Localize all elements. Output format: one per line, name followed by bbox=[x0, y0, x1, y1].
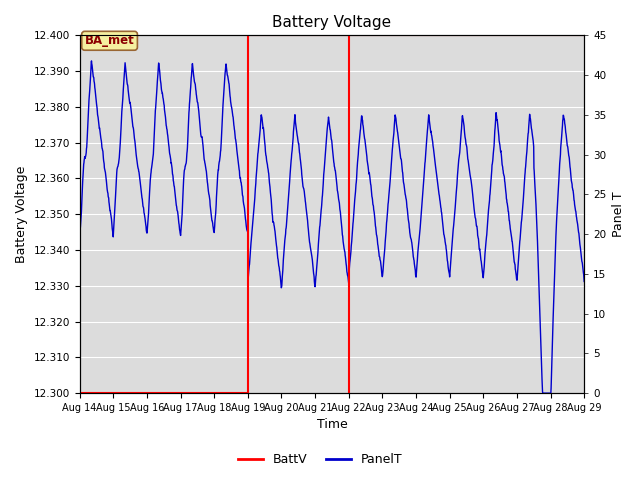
Text: BA_met: BA_met bbox=[84, 34, 134, 47]
X-axis label: Time: Time bbox=[317, 419, 348, 432]
Legend: BattV, PanelT: BattV, PanelT bbox=[232, 448, 408, 471]
Y-axis label: Panel T: Panel T bbox=[612, 192, 625, 237]
Title: Battery Voltage: Battery Voltage bbox=[273, 15, 392, 30]
Y-axis label: Battery Voltage: Battery Voltage bbox=[15, 166, 28, 263]
